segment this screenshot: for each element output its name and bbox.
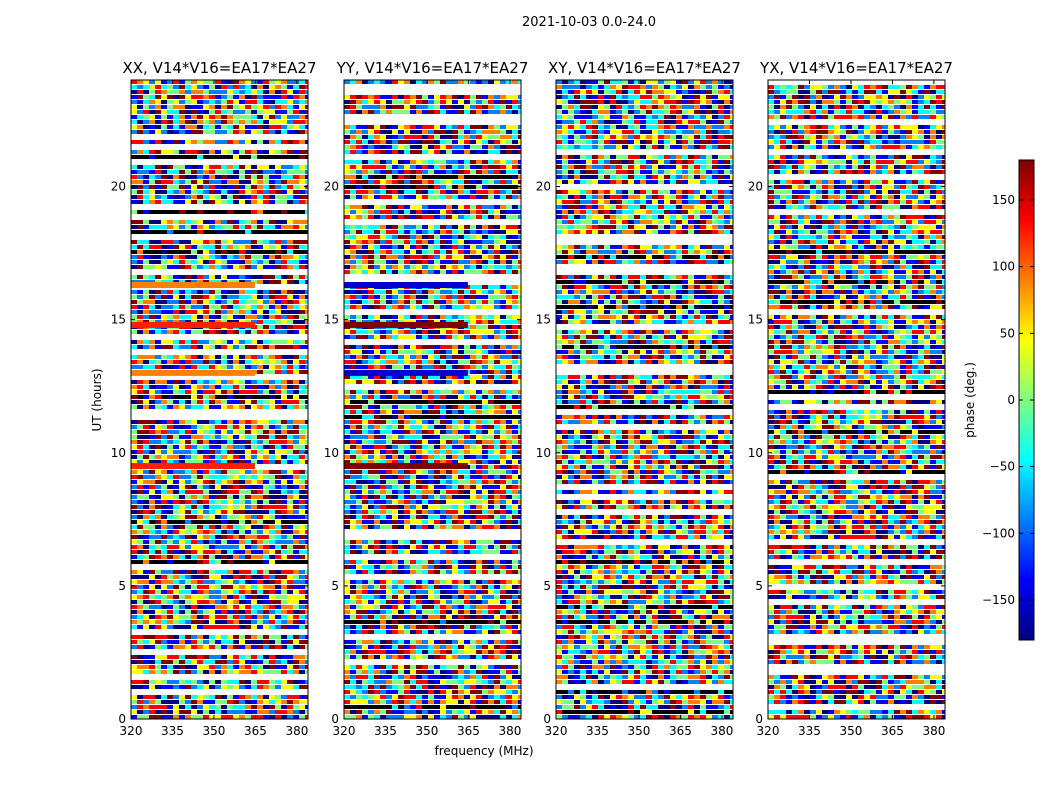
panel-title: YX, V14*V16=EA17*EA27 [759, 59, 953, 77]
x-tick-label: 350 [203, 724, 226, 738]
y-tick-label: 20 [536, 180, 551, 194]
panel-2: YY, V14*V16=EA17*EA27 320 335 350 365 380 0 5 10… [324, 59, 529, 738]
panel-title: XX, V14*V16=EA17*EA27 [122, 59, 316, 77]
y-tick-label: 0 [331, 712, 339, 726]
y-tick-label: 5 [543, 579, 551, 593]
colorbar: phase (deg.) −150 −100 −50 0 50 100 150 [963, 159, 1035, 641]
y-tick-label: 20 [111, 180, 126, 194]
y-tick-label: 5 [331, 579, 339, 593]
x-tick-label: 320 [333, 724, 356, 738]
panel-4: YX, V14*V16=EA17*EA27 320 335 350 365 380 0 5 10… [748, 59, 953, 738]
panel-1: XX, V14*V16=EA17*EA27 320 335 350 365 380 0 5 10… [111, 59, 317, 738]
x-tick-label: 320 [757, 724, 780, 738]
colorbar-label: phase (deg.) [963, 362, 977, 438]
panel-frame [343, 79, 522, 720]
y-tick-label: 5 [755, 579, 763, 593]
heatmap-cells [344, 80, 521, 719]
x-tick-label: 380 [498, 724, 521, 738]
panel-3: XY, V14*V16=EA17*EA27 320 335 350 365 380 0 5 10… [536, 59, 741, 738]
y-tick-label: 15 [324, 313, 339, 327]
y-tick-label: 15 [536, 313, 551, 327]
panel-title: YY, V14*V16=EA17*EA27 [336, 59, 529, 77]
panel-frame [767, 79, 946, 720]
x-tick-label: 350 [628, 724, 651, 738]
y-tick-label: 0 [543, 712, 551, 726]
y-tick-label: 0 [118, 712, 126, 726]
panel-title: XY, V14*V16=EA17*EA27 [548, 59, 741, 77]
colorbar-tick-label: 150 [992, 193, 1015, 207]
y-tick-label: 10 [536, 446, 551, 460]
heatmap-cells [556, 80, 733, 719]
heatmap-cells [131, 80, 308, 719]
x-tick-label: 365 [881, 724, 904, 738]
x-tick-label: 335 [161, 724, 184, 738]
colorbar-tick-label: −50 [990, 460, 1015, 474]
panel-frame [130, 79, 309, 720]
x-tick-label: 380 [922, 724, 945, 738]
x-tick-label: 320 [545, 724, 568, 738]
y-tick-label: 0 [755, 712, 763, 726]
x-tick-label: 365 [244, 724, 267, 738]
x-tick-label: 380 [710, 724, 733, 738]
x-tick-label: 380 [285, 724, 308, 738]
x-tick-label: 350 [416, 724, 439, 738]
x-axis-label: frequency (MHz) [434, 744, 533, 758]
x-tick-label: 365 [457, 724, 480, 738]
x-tick-label: 335 [374, 724, 397, 738]
x-tick-label: 335 [798, 724, 821, 738]
colorbar-tick-label: 50 [1000, 326, 1015, 340]
y-tick-label: 10 [748, 446, 763, 460]
y-axis-label: UT (hours) [90, 368, 104, 431]
y-tick-label: 15 [748, 313, 763, 327]
colorbar-tick-label: −100 [982, 526, 1015, 540]
y-tick-label: 10 [324, 446, 339, 460]
x-tick-label: 350 [840, 724, 863, 738]
y-tick-label: 20 [748, 180, 763, 194]
panel-frame [555, 79, 734, 720]
x-tick-label: 335 [586, 724, 609, 738]
colorbar-tick-label: 100 [992, 260, 1015, 274]
y-tick-label: 20 [324, 180, 339, 194]
y-tick-label: 10 [111, 446, 126, 460]
x-tick-label: 320 [120, 724, 143, 738]
x-tick-label: 365 [669, 724, 692, 738]
colorbar-tick-label: 0 [1007, 393, 1015, 407]
y-tick-label: 5 [118, 579, 126, 593]
panels: XX, V14*V16=EA17*EA27 320 335 350 365 380 0 5 10… [111, 59, 953, 738]
figure-suptitle: 2021-10-03 0.0-24.0 [522, 15, 656, 30]
colorbar-tick-label: −150 [982, 593, 1015, 607]
y-tick-label: 15 [111, 313, 126, 327]
heatmap-cells [768, 80, 945, 719]
